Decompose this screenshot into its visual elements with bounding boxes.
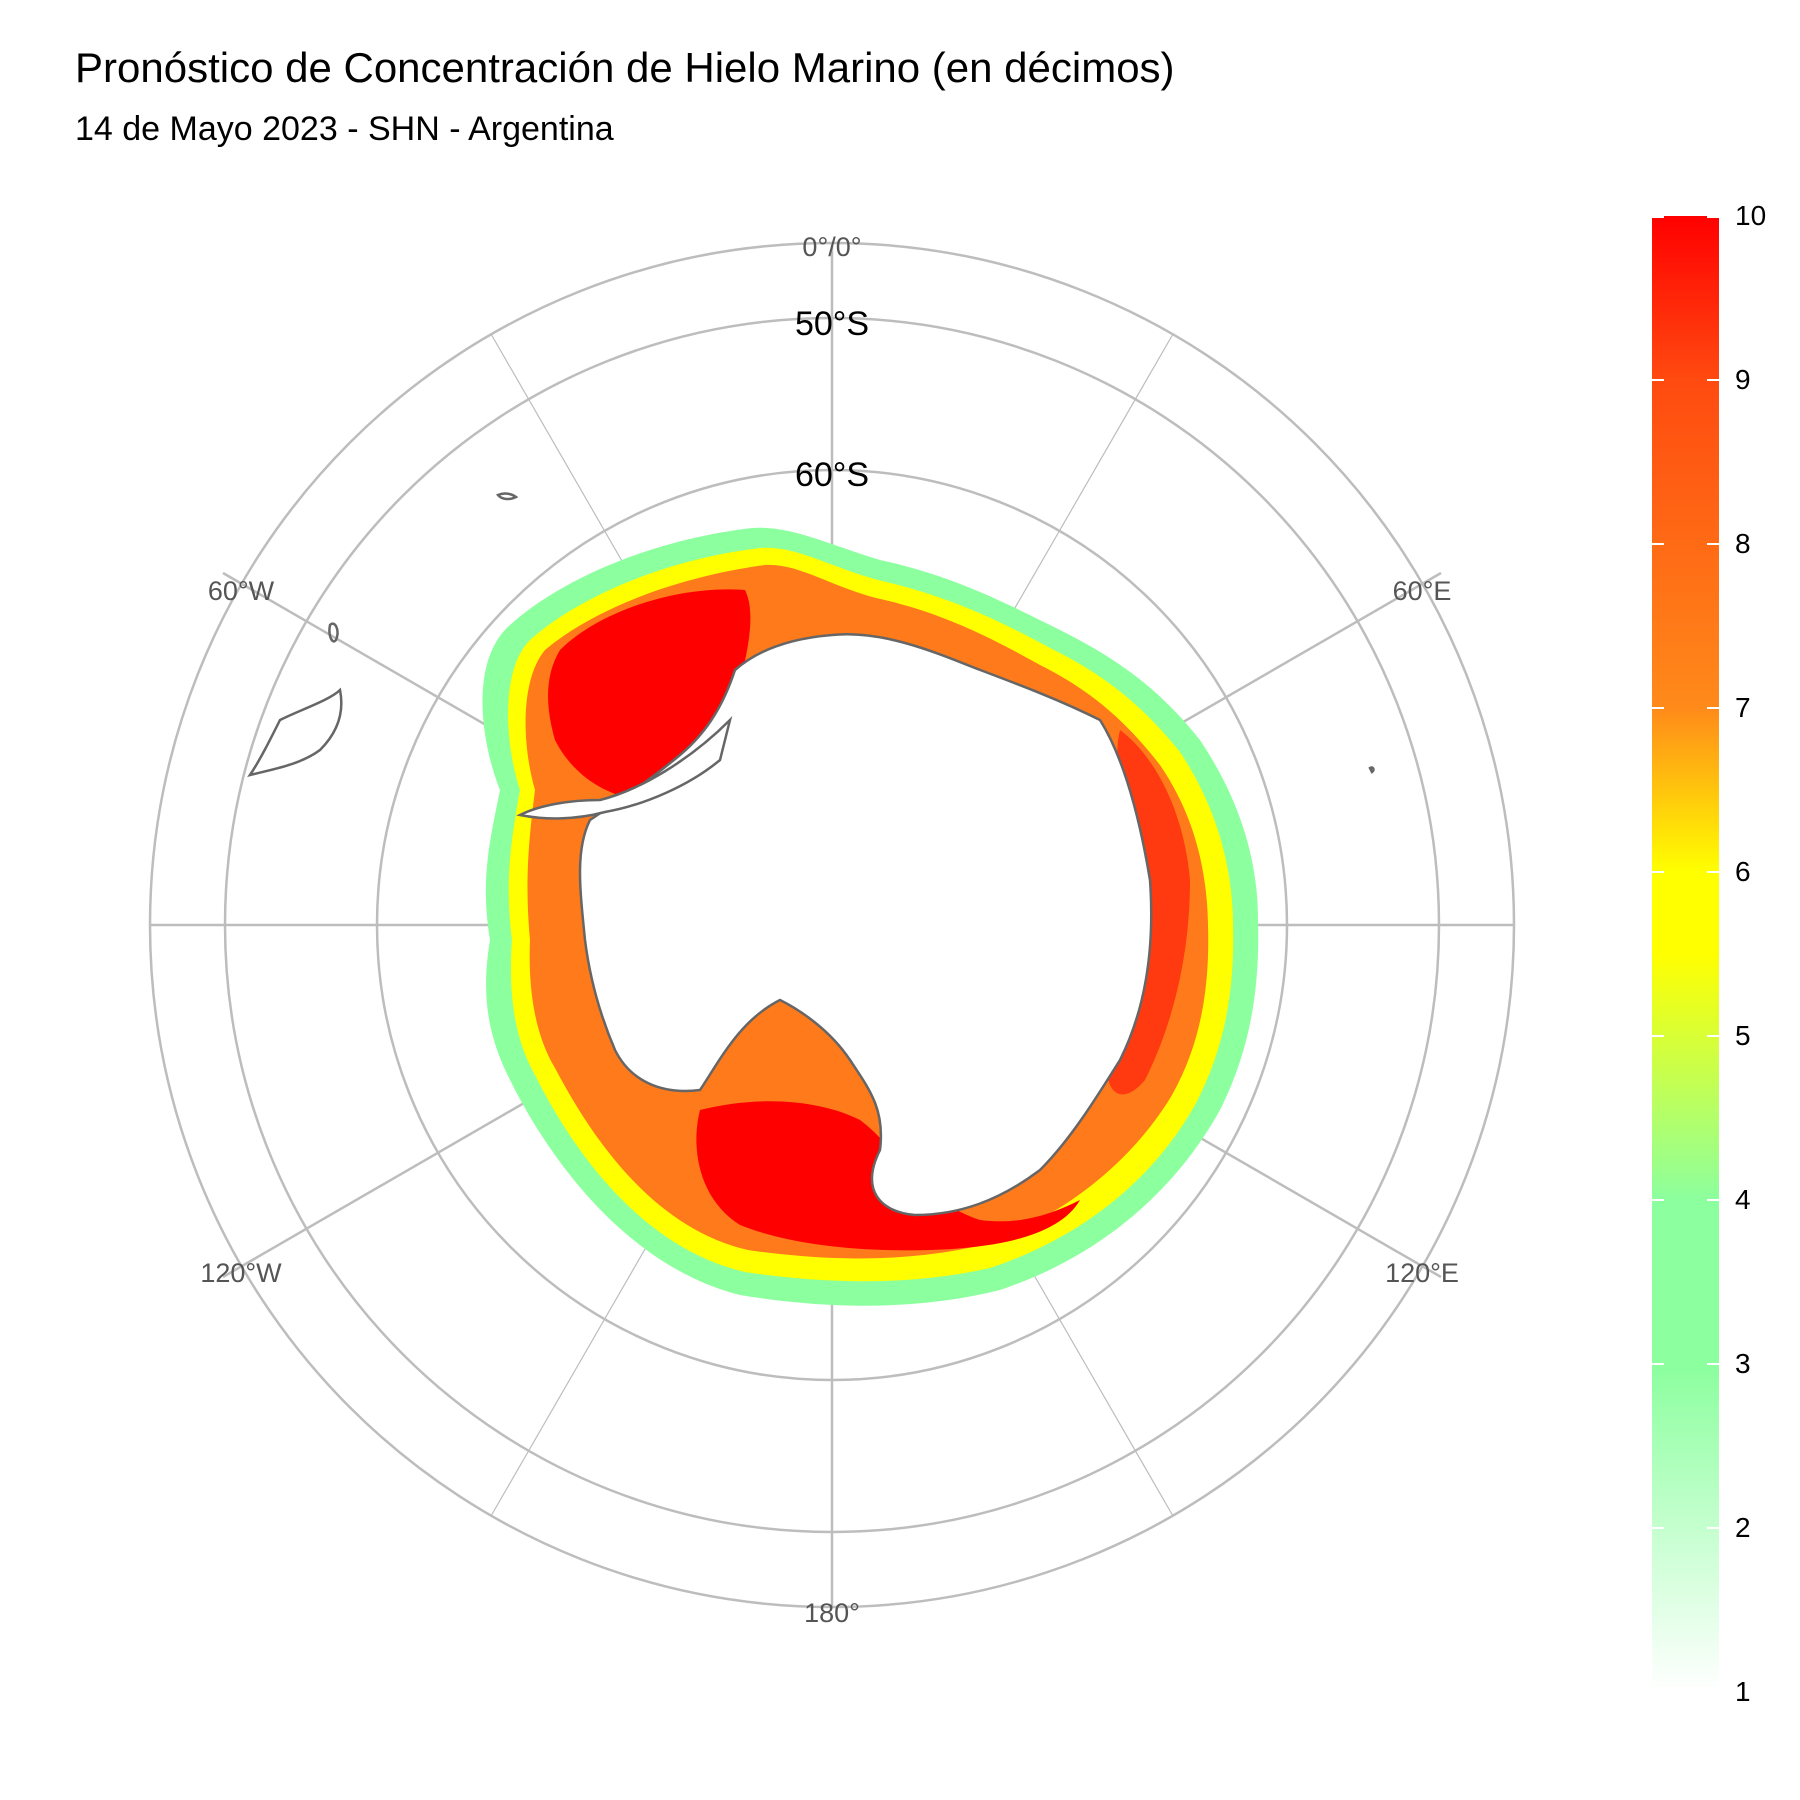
colorbar-tick-1: 1 (1735, 1676, 1751, 1707)
colorbar-tick-9: 9 (1735, 364, 1751, 395)
colorbar-tick-6: 6 (1735, 856, 1751, 887)
lon-label-0: 0°/0° (802, 232, 861, 262)
falkland-islands (328, 622, 339, 643)
lon-label-60w: 60°W (208, 576, 275, 606)
south-georgia (495, 492, 519, 501)
sea-ice-field (482, 527, 1259, 1306)
colorbar-tick-2: 2 (1735, 1512, 1751, 1543)
colorbar-tick-7: 7 (1735, 692, 1751, 723)
lon-label-120e: 120°E (1385, 1258, 1459, 1288)
colorbar-tick-5: 5 (1735, 1020, 1751, 1051)
chart-title: Pronóstico de Concentración de Hielo Mar… (75, 44, 1175, 91)
chart-subtitle: 14 de Mayo 2023 - SHN - Argentina (75, 110, 614, 148)
lon-label-120w: 120°W (200, 1258, 282, 1288)
kerguelen-island (1368, 766, 1375, 774)
antarctic-peninsula (516, 715, 733, 820)
south-america-coast (247, 687, 343, 777)
lon-label-180: 180° (804, 1598, 860, 1628)
lon-label-60e: 60°E (1393, 576, 1452, 606)
colorbar-tick-3: 3 (1735, 1348, 1751, 1379)
colorbar-tick-8: 8 (1735, 528, 1751, 559)
lat-label-50: 50°S (795, 305, 869, 343)
colorbar-tick-4: 4 (1735, 1184, 1751, 1215)
colorbar-tick-10: 10 (1735, 200, 1767, 231)
lat-label-60: 60°S (795, 456, 869, 494)
colorbar-ticks (1652, 216, 1719, 1693)
colorbar (1652, 216, 1719, 1692)
